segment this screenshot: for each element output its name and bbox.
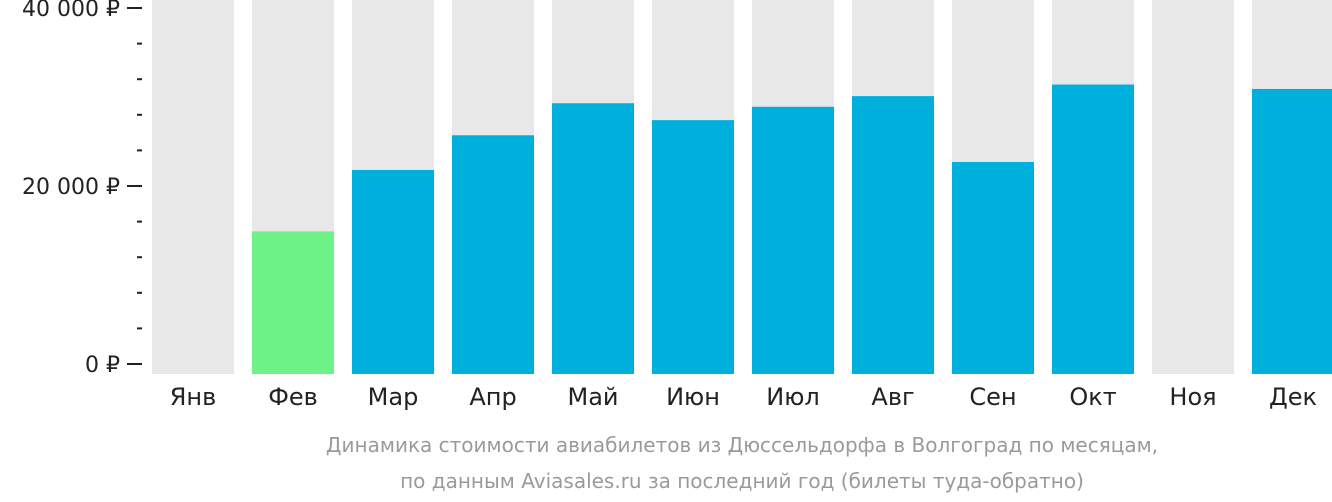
x-tick-label: Июл xyxy=(766,383,820,411)
y-tick-label: 20 000 ₽ xyxy=(22,175,120,200)
x-tick-label: Авг xyxy=(871,383,914,411)
x-tick-label: Май xyxy=(567,383,618,411)
x-tick-label: Ноя xyxy=(1169,383,1216,411)
bar[interactable] xyxy=(252,231,334,374)
bar[interactable] xyxy=(552,103,634,374)
x-tick-label: Мар xyxy=(368,383,419,411)
x-axis-labels: Янв Фев Мар Апр Май Июн Июл Авг Сен Окт Ноя Дек xyxy=(170,383,1317,411)
chart-caption-line-2: по данным Aviasales.ru за последний год … xyxy=(400,469,1084,493)
background-bar xyxy=(152,0,234,374)
bar[interactable] xyxy=(352,169,434,374)
bars xyxy=(252,84,1332,375)
bar[interactable] xyxy=(1052,84,1134,374)
y-tick-label: 40 000 ₽ xyxy=(22,0,120,22)
chart-caption-line-1: Динамика стоимости авиабилетов из Дюссел… xyxy=(326,433,1158,457)
bar[interactable] xyxy=(952,161,1034,374)
bar[interactable] xyxy=(752,106,834,374)
x-tick-label: Сен xyxy=(969,383,1016,411)
bar[interactable] xyxy=(652,120,734,374)
bar[interactable] xyxy=(1252,88,1332,375)
y-tick-label: 0 ₽ xyxy=(85,353,120,378)
bar[interactable] xyxy=(852,96,934,375)
x-tick-label: Янв xyxy=(170,383,217,411)
x-tick-label: Июн xyxy=(666,383,720,411)
y-axis: 0 ₽ 20 000 ₽ 40 000 ₽ xyxy=(22,0,142,378)
x-tick-label: Окт xyxy=(1069,383,1116,411)
bar[interactable] xyxy=(452,135,534,374)
x-tick-label: Дек xyxy=(1269,383,1317,411)
x-tick-label: Апр xyxy=(469,383,516,411)
x-tick-label: Фев xyxy=(268,383,318,411)
background-bar xyxy=(1152,0,1234,374)
